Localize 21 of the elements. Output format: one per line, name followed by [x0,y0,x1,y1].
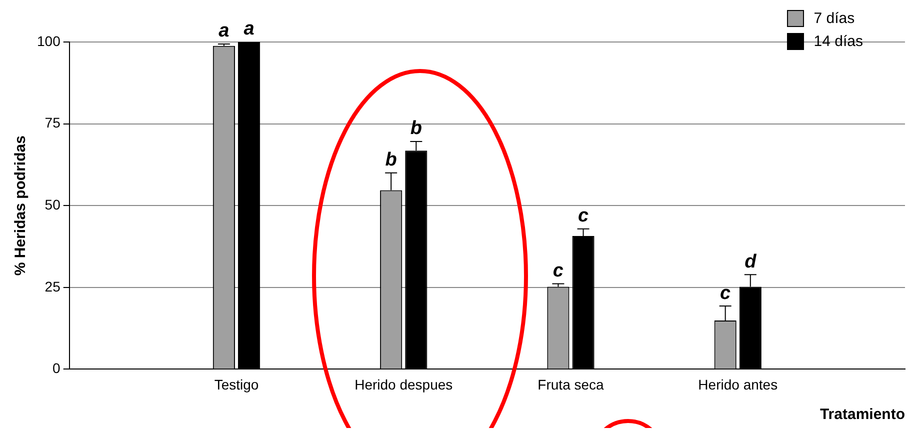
x-tick-label: Testigo [214,376,259,392]
data-label: b [410,118,422,140]
y-tick-label: 25 [44,278,61,294]
x-tick-label: Herido despues [354,376,453,392]
legend-label: 7 días [814,10,855,27]
y-tick-label: 75 [44,114,61,131]
data-label: c [578,206,589,227]
y-tick-label: 0 [52,360,61,376]
data-label: a [218,20,230,42]
data-label: c [552,260,564,282]
data-label: c [720,282,732,304]
y-tick-label: 100 [37,32,61,49]
data-label: d [744,251,757,272]
x-tick-label: Herido antes [698,376,778,392]
y-axis-title: % Heridas podridas [12,136,30,276]
x-tick-label: Fruta seca [538,376,604,392]
y-tick-label: 50 [44,196,61,212]
data-label: a [244,18,255,40]
data-label: b [385,150,398,171]
x-axis-title: Tratamiento [820,406,905,424]
legend-label: 14 días [814,33,863,50]
